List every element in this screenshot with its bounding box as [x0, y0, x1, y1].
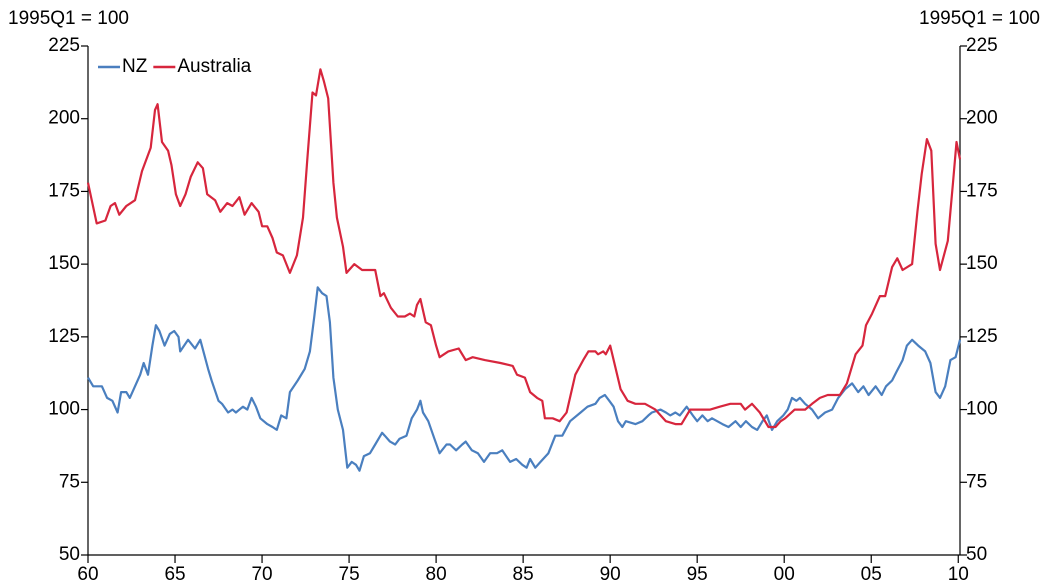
- y2-axis-label: 1995Q1 = 100: [919, 8, 1040, 29]
- x-tick-label: 75: [339, 564, 360, 585]
- x-tick-label: 80: [426, 564, 447, 585]
- y-tick-label: 150: [48, 253, 80, 274]
- x-tick-label: 60: [77, 564, 98, 585]
- x-tick-label: 65: [164, 564, 185, 585]
- y2-tick-label: 200: [966, 108, 998, 129]
- y2-tick-label: 100: [966, 399, 998, 420]
- y-tick-label: 225: [48, 35, 80, 56]
- y-tick-label: 50: [59, 544, 80, 565]
- y2-tick-label: 50: [966, 544, 987, 565]
- y-tick-label: 100: [48, 399, 80, 420]
- y2-tick-label: 75: [966, 471, 987, 492]
- x-tick-label: 70: [251, 564, 272, 585]
- y2-tick-label: 225: [966, 35, 998, 56]
- line-series: [86, 68, 962, 429]
- y2-tick-label: 150: [966, 253, 998, 274]
- legend-label: NZ: [122, 56, 148, 77]
- legend-label: Australia: [177, 56, 251, 77]
- y-tick-label: 200: [48, 108, 80, 129]
- y-tick-label: 75: [59, 471, 80, 492]
- y-tick-label: 175: [48, 180, 80, 201]
- x-tick-label: 90: [600, 564, 621, 585]
- line-series: [87, 286, 962, 472]
- y2-tick-label: 125: [966, 326, 998, 347]
- y-tick-label: 125: [48, 326, 80, 347]
- x-tick-label: 95: [687, 564, 708, 585]
- y2-tick-label: 175: [966, 180, 998, 201]
- y-axis-label: 1995Q1 = 100: [8, 8, 129, 29]
- x-tick-label: 05: [861, 564, 882, 585]
- x-tick-label: 00: [774, 564, 795, 585]
- x-tick-label: 10: [948, 564, 969, 585]
- x-tick-label: 85: [513, 564, 534, 585]
